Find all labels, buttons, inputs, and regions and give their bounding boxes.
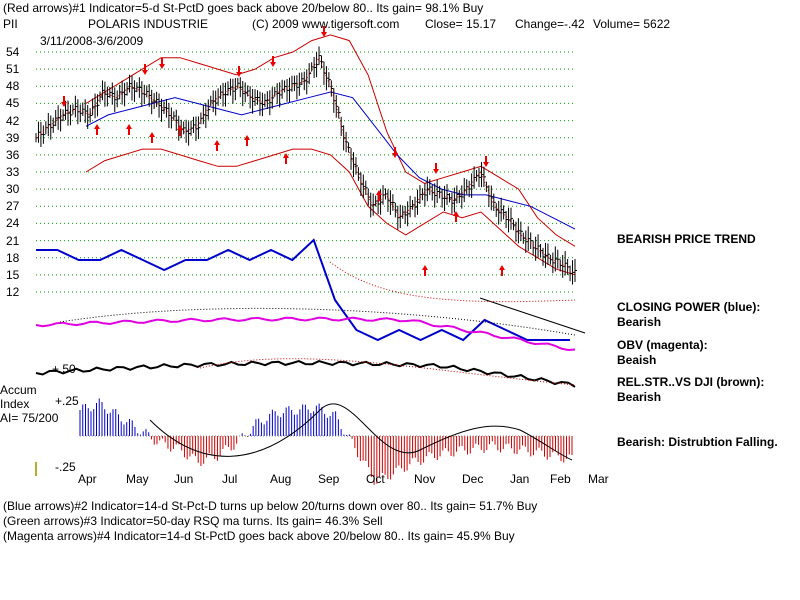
x-tick-label: May	[126, 472, 149, 486]
relstr-status: Bearish	[617, 390, 662, 404]
up-arrow-head	[499, 265, 505, 270]
y-tick-label: 48	[6, 79, 20, 94]
y-tick-label: 12	[6, 285, 20, 299]
y-tick-label: 27	[6, 199, 20, 214]
x-tick-label: Dec	[462, 472, 484, 486]
rel-strength-line	[35, 360, 576, 388]
down-arrow-head	[270, 62, 276, 67]
up-arrow-head	[244, 135, 250, 140]
relstr-label: REL.STR..VS DJI (brown):	[617, 375, 765, 389]
x-tick-label: Mar	[588, 472, 609, 486]
closing-power-label: CLOSING POWER (blue):	[617, 300, 761, 314]
down-arrow-head	[392, 153, 398, 158]
footer-line1: (Blue arrows)#2 Indicator=14-d St-Pct-D …	[3, 499, 538, 513]
lower-band-line	[85, 148, 576, 276]
footer-line2: (Green arrows)#3 Indicator=50-day RSQ ma…	[3, 514, 383, 528]
up-arrow-head	[453, 211, 459, 216]
obv-status: Beaish	[617, 353, 657, 367]
company-name: POLARIS INDUSTRIE	[88, 17, 209, 31]
up-arrow-head	[149, 132, 155, 137]
down-arrow-head	[61, 102, 67, 107]
up-arrow-head	[94, 124, 100, 129]
down-arrow-head	[321, 32, 327, 37]
up-arrow-head	[126, 124, 132, 129]
accum-status: Bearish: Distrubtion Falling.	[617, 435, 778, 449]
volume-value: Volume= 5622	[593, 17, 671, 31]
scale-marker	[35, 462, 37, 476]
down-arrow-head	[159, 64, 165, 69]
y-tick-label: 24	[6, 216, 20, 231]
x-tick-label: Aug	[270, 472, 292, 486]
date-range: 3/11/2008-3/6/2009	[40, 34, 144, 48]
change-value: Change=-.42	[515, 17, 585, 31]
closing-power-trendline	[479, 297, 586, 334]
x-tick-label: Sep	[318, 472, 340, 486]
accum-ma-line	[149, 403, 573, 461]
up-arrow-head	[177, 125, 183, 130]
y-tick-label: 51	[6, 62, 20, 77]
y-tick-label: 54	[6, 45, 20, 59]
down-arrow-head	[433, 169, 439, 174]
plus25-label: +.25	[55, 394, 79, 408]
up-arrow-head	[283, 153, 289, 158]
price-close-line	[35, 56, 576, 275]
down-arrow-head	[142, 70, 148, 75]
x-tick-label: Nov	[414, 472, 436, 486]
copyright: (C) 2009 www.tigersoft.com	[252, 17, 400, 31]
upper-band-line	[85, 34, 576, 247]
obv-label: OBV (magenta):	[617, 338, 708, 352]
x-tick-label: Jul	[222, 472, 238, 486]
x-tick-label: Jun	[174, 472, 194, 486]
ticker: PII	[3, 17, 18, 31]
close-value: Close= 15.17	[425, 17, 497, 31]
down-arrow-head	[236, 72, 242, 77]
x-tick-label: Feb	[550, 472, 571, 486]
trend-label: BEARISH PRICE TREND	[617, 232, 756, 246]
up-arrow-head	[376, 190, 382, 195]
plus50-label: +.50	[52, 362, 76, 376]
down-arrow-head	[483, 162, 489, 167]
y-tick-label: 42	[6, 113, 20, 128]
x-tick-label: Apr	[78, 472, 97, 486]
closing-power-line	[36, 238, 570, 342]
up-arrow-head	[214, 140, 220, 145]
y-tick-label: 21	[6, 233, 20, 248]
y-tick-label: 15	[6, 267, 20, 282]
x-tick-label: Oct	[366, 472, 385, 486]
minus25-label: -.25	[55, 460, 76, 474]
y-tick-label: 33	[6, 165, 20, 179]
accum-label: Accum	[0, 383, 37, 397]
closing-power-ma	[329, 261, 576, 303]
closing-power-status: Bearish	[617, 315, 662, 329]
y-tick-label: 30	[6, 182, 20, 197]
y-tick-label: 18	[6, 250, 20, 265]
ai-label: AI= 75/200	[0, 411, 59, 425]
x-tick-label: Jan	[510, 472, 530, 486]
y-tick-label: 36	[6, 147, 20, 162]
up-arrow-head	[422, 265, 428, 270]
y-tick-label: 45	[6, 96, 20, 111]
index-label: Index	[0, 397, 30, 411]
footer-line3: (Magenta arrows)#4 Indicator=14-d St-Pct…	[3, 529, 515, 543]
obv-line	[35, 316, 576, 352]
y-tick-label: 39	[6, 130, 20, 145]
header-line1: (Red arrows)#1 Indicator=5-d St-PctD goe…	[3, 1, 484, 15]
